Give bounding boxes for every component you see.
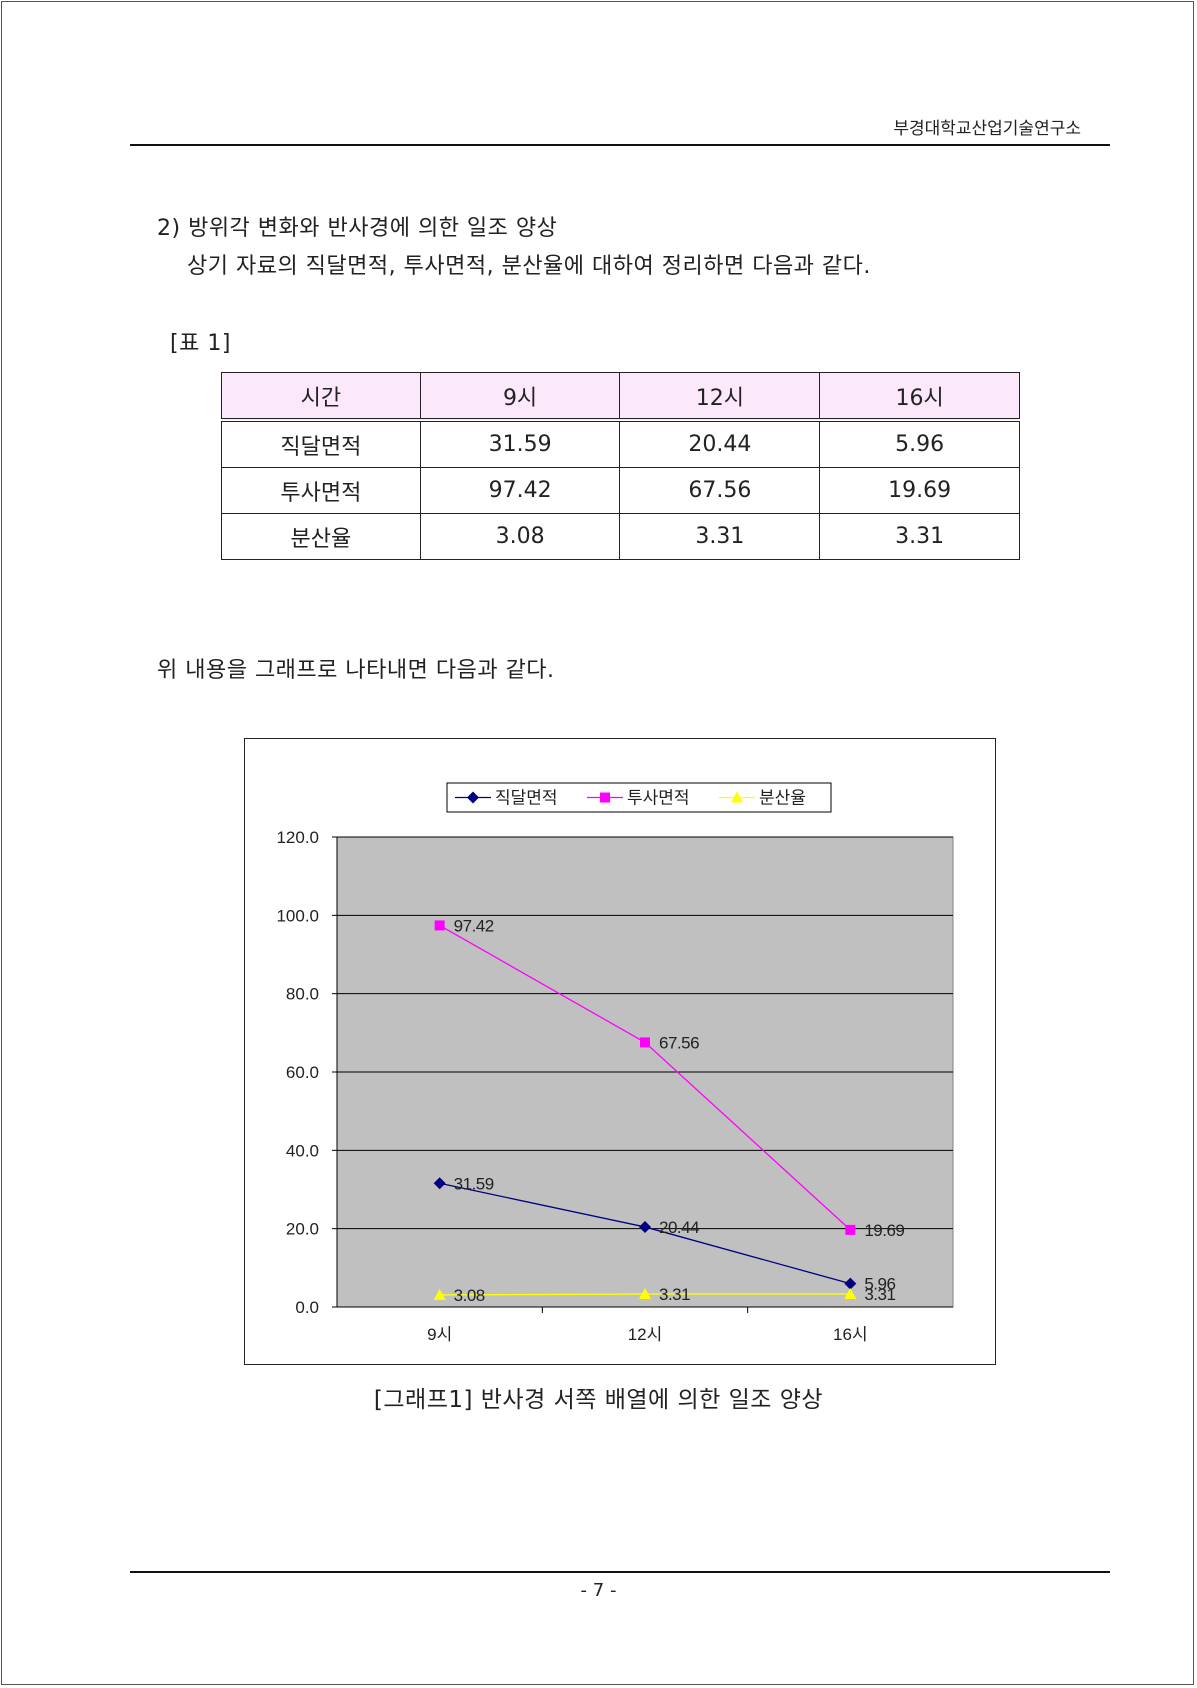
- table-cell: 3.08: [419, 513, 621, 560]
- section-heading: 2) 방위각 변화와 반사경에 의한 일조 양상: [157, 216, 558, 241]
- table-cell: 3.31: [619, 513, 821, 560]
- graph-intro: 위 내용을 그래프로 나타내면 다음과 같다.: [157, 658, 555, 683]
- table-header-cell: 시간: [221, 372, 421, 422]
- data-label: 19.69: [864, 1221, 904, 1240]
- header-rule: [130, 144, 1110, 146]
- x-tick-label: 16시: [833, 1325, 868, 1344]
- table-cell: 20.44: [619, 419, 821, 468]
- header-institution: 부경대학교산업기술연구소: [893, 119, 1081, 139]
- table-cell: 31.59: [419, 419, 621, 468]
- x-tick-label: 12시: [628, 1325, 663, 1344]
- table-cell: 3.31: [819, 513, 1020, 560]
- data-label: 67.56: [659, 1033, 699, 1052]
- y-tick-label: 80.0: [286, 985, 319, 1004]
- table-cell: 19.69: [819, 467, 1020, 514]
- table-row: 직달면적 31.59 20.44 5.96: [221, 419, 1020, 468]
- data-point: [845, 1224, 856, 1235]
- y-tick-label: 100.0: [276, 906, 319, 925]
- table-header-row: 시간 9시 12시 16시: [221, 372, 1020, 422]
- data-point: [639, 1220, 651, 1233]
- table-cell: 직달면적: [221, 419, 421, 468]
- data-label: 20.44: [659, 1218, 699, 1237]
- data-label: 3.31: [864, 1285, 895, 1304]
- table-header-cell: 12시: [619, 372, 821, 422]
- data-table: 시간 9시 12시 16시 직달면적 31.59 20.44 5.96 투사면적…: [221, 372, 1020, 560]
- table-cell: 97.42: [419, 467, 621, 514]
- table-row: 투사면적 97.42 67.56 19.69: [221, 467, 1020, 514]
- data-point: [844, 1288, 857, 1300]
- y-tick-label: 120.0: [276, 828, 319, 847]
- data-point: [433, 1177, 446, 1190]
- table-header-cell: 9시: [419, 372, 621, 422]
- legend-label: 투사면적: [627, 789, 690, 809]
- y-tick-label: 40.0: [286, 1141, 319, 1160]
- table-cell: 투사면적: [221, 467, 421, 514]
- data-point: [640, 1037, 650, 1048]
- data-label: 31.59: [454, 1174, 494, 1193]
- legend-box: [446, 782, 832, 813]
- y-tick-label: 0.0: [295, 1298, 319, 1317]
- y-tick-label: 20.0: [286, 1220, 319, 1239]
- table-caption: [표 1]: [170, 331, 231, 356]
- section-intro: 상기 자료의 직달면적, 투사면적, 분산율에 대하여 정리하면 다음과 같다.: [187, 254, 871, 279]
- table-row: 분산율 3.08 3.31 3.31: [221, 513, 1020, 560]
- data-point: [433, 1288, 446, 1300]
- data-point: [434, 920, 445, 931]
- legend-label: 직달면적: [495, 789, 558, 809]
- data-point: [844, 1277, 857, 1290]
- legend-marker: [731, 791, 743, 803]
- y-tick-label: 60.0: [286, 1063, 319, 1082]
- chart-frame: 0.0 20.0 40.0 60.0 80.0 100.0 120.0 9시 12시 16시 31.…: [244, 738, 996, 1365]
- table-header-cell: 16시: [819, 372, 1020, 422]
- graph-caption: [그래프1] 반사경 서쪽 배열에 의한 일조 양상: [373, 1387, 824, 1413]
- x-tick-label: 9시: [427, 1325, 452, 1344]
- legend-marker: [467, 791, 479, 804]
- data-point: [639, 1288, 651, 1300]
- legend-label: 분산율: [759, 789, 806, 809]
- data-label: 3.31: [659, 1285, 690, 1304]
- table-cell: 67.56: [619, 467, 821, 514]
- data-label: 3.08: [454, 1286, 485, 1305]
- footer-rule: [130, 1571, 1110, 1573]
- data-label: 5.96: [864, 1275, 895, 1294]
- legend-marker: [600, 792, 610, 803]
- data-label: 97.42: [454, 916, 494, 935]
- line-chart: 0.0 20.0 40.0 60.0 80.0 100.0 120.0 9시 12시 16시 31.…: [276, 782, 954, 1344]
- table-cell: 분산율: [221, 513, 421, 560]
- page-number: - 7 -: [580, 1580, 617, 1601]
- table-cell: 5.96: [819, 419, 1020, 468]
